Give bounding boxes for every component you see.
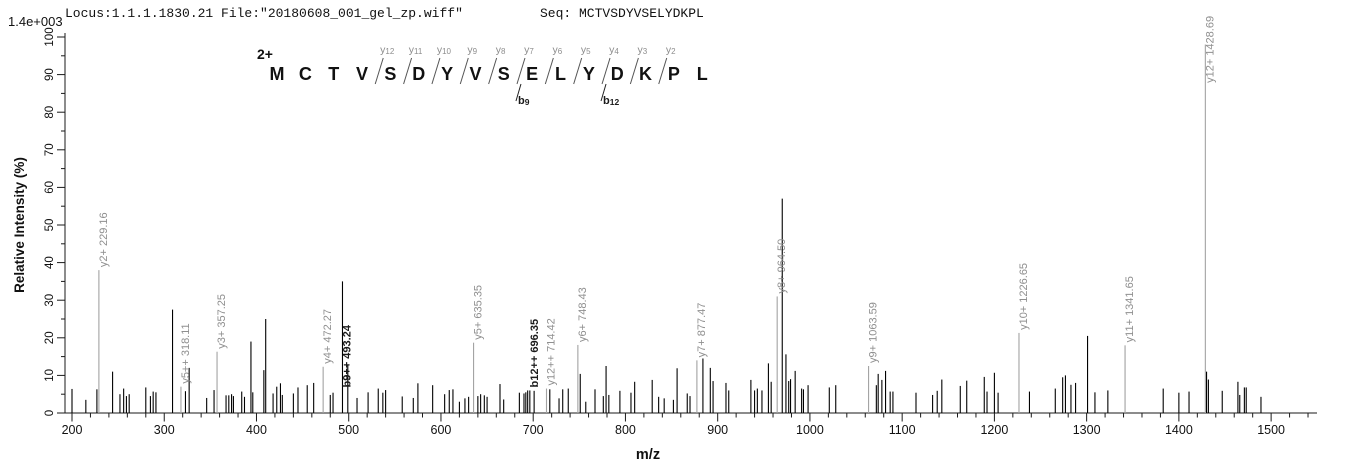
sequence-residue-8: V	[469, 64, 481, 84]
peak-label-y7p: y7+ 877.47	[696, 303, 708, 358]
peak-label-b12pp: b12++ 696.35	[529, 319, 541, 388]
y-ion-label-y8: y8	[496, 44, 506, 56]
y-axis-tick-label: 60	[44, 181, 56, 194]
peak-label-y6p: y6+ 748.43	[577, 287, 589, 342]
sequence-residue-4: V	[356, 64, 368, 84]
y-axis-tick-label: 20	[44, 331, 56, 344]
x-axis-title: m/z	[636, 447, 660, 463]
sequence-residue-5: S	[384, 64, 396, 84]
y-ion-label-y5: y5	[581, 44, 591, 56]
peak-label-y11p: y11+ 1341.65	[1124, 276, 1136, 342]
y-axis-tick-label: 0	[44, 410, 56, 416]
y-ion-label-y7: y7	[524, 44, 534, 56]
peak-label-y3p: y3+ 357.25	[216, 294, 228, 349]
y-axis-tick-label: 50	[44, 219, 56, 232]
peak-label-y5p: y5+ 635.35	[473, 285, 485, 340]
b-ion-label-b12: b12	[603, 95, 619, 107]
y-ion-cleavage-mark-y11	[403, 57, 413, 85]
sequence-residue-14: K	[639, 64, 652, 84]
peak-label-y12pp: y12++ 714.42	[546, 318, 558, 385]
sequence-residue-7: Y	[441, 64, 453, 84]
y-ion-cleavage-mark-y5	[573, 57, 583, 85]
y-axis-tick-label: 10	[44, 369, 56, 382]
x-axis-tick-label: 1200	[980, 423, 1008, 437]
y-ion-cleavage-mark-y8	[488, 57, 498, 85]
peak-label-y10p: y10+ 1226.65	[1018, 263, 1030, 330]
b-ion-cleavage-mark-b9	[515, 83, 522, 102]
y-ion-cleavage-mark-y2	[658, 57, 668, 85]
sequence-residue-10: E	[526, 64, 538, 84]
peak-label-y5pp: y5++ 318.11	[180, 323, 192, 383]
y-ion-label-y2: y2	[666, 44, 676, 56]
sequence-residue-16: L	[697, 64, 708, 84]
sequence-residue-9: S	[498, 64, 510, 84]
locus-file-header: Locus:1.1.1.1830.21 File:"20180608_001_g…	[65, 6, 463, 21]
x-axis-tick-label: 1300	[1073, 423, 1101, 437]
peak-label-b9pp: b9++ 493.24	[341, 324, 353, 387]
y-axis-tick-label: 90	[44, 68, 56, 81]
sequence-header: Seq: MCTVSDYVSELYDKPL	[540, 6, 704, 21]
y-ion-cleavage-mark-y10	[431, 57, 441, 85]
y-ion-label-y4: y4	[609, 44, 619, 56]
y-ion-cleavage-mark-y12	[374, 57, 384, 85]
max-intensity-label: 1.4e+003	[8, 14, 63, 29]
y-ion-cleavage-mark-y3	[629, 57, 639, 85]
y-ion-label-y12: y12	[380, 44, 395, 56]
sequence-residue-6: D	[412, 64, 425, 84]
x-axis-tick-label: 800	[615, 423, 636, 437]
peak-label-y8p: y8+ 964.50	[776, 239, 788, 294]
x-axis-tick-label: 700	[523, 423, 544, 437]
sequence-residue-3: T	[328, 64, 339, 84]
x-axis-tick-label: 900	[707, 423, 728, 437]
y-axis-tick-label: 40	[44, 256, 56, 269]
y-ion-cleavage-mark-y9	[459, 57, 469, 85]
sequence-residue-13: D	[611, 64, 624, 84]
axes-frame	[64, 33, 1317, 414]
y-axis-tick-label: 30	[44, 294, 56, 307]
peak-label-y9p: y9+ 1063.59	[868, 302, 880, 363]
peak-label-y2p: y2+ 229.16	[98, 212, 110, 267]
peak-label-y4p: y4+ 472.27	[322, 309, 334, 364]
y-ion-cleavage-mark-y7	[516, 57, 526, 85]
precursor-charge-label: 2+	[257, 46, 273, 62]
y-axis-tick-label: 80	[44, 106, 56, 119]
y-ion-label-y6: y6	[552, 44, 562, 56]
y-axis-tick-label: 100	[44, 27, 56, 46]
peak-label-y12p: y12+ 1428.69	[1204, 16, 1216, 83]
y-axis-tick-label: 70	[44, 143, 56, 156]
x-axis-tick-label: 500	[338, 423, 359, 437]
x-axis-tick-label: 1100	[889, 423, 916, 437]
sequence-residue-12: Y	[583, 64, 595, 84]
b-ion-cleavage-mark-b12	[600, 83, 607, 102]
sequence-residue-2: C	[299, 64, 312, 84]
sequence-residue-11: L	[555, 64, 566, 84]
x-axis-tick-label: 1500	[1257, 423, 1285, 437]
y-ion-cleavage-mark-y6	[544, 57, 554, 85]
sequence-residue-1: M	[270, 64, 285, 84]
x-axis-tick-label: 1000	[796, 423, 824, 437]
x-axis-tick-label: 1400	[1165, 423, 1193, 437]
b-ion-label-b9: b9	[518, 95, 530, 107]
x-axis-tick-label: 200	[62, 423, 83, 437]
sequence-residue-15: P	[668, 64, 680, 84]
x-axis-tick-label: 300	[154, 423, 175, 437]
y-ion-label-y10: y10	[437, 44, 452, 56]
x-axis-tick-label: 400	[246, 423, 267, 437]
y-ion-label-y9: y9	[467, 44, 477, 56]
x-axis-tick-label: 600	[431, 423, 452, 437]
y-ion-label-y11: y11	[409, 44, 423, 56]
y-ion-label-y3: y3	[638, 44, 648, 56]
y-ion-cleavage-mark-y4	[601, 57, 611, 85]
y-axis-title: Relative Intensity (%)	[12, 157, 27, 293]
